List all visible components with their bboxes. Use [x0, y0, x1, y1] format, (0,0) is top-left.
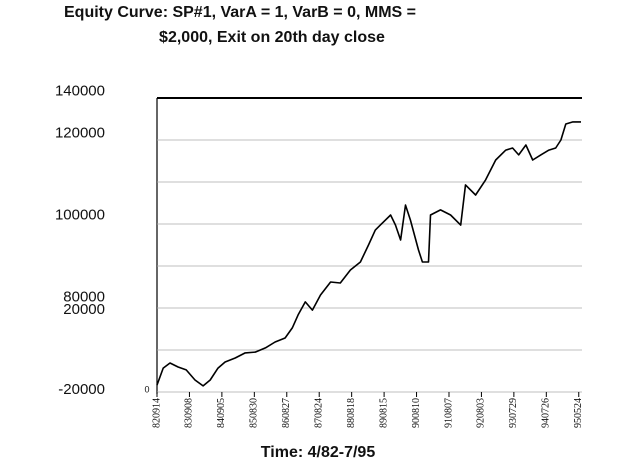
x-tick-label: 880818	[346, 398, 357, 428]
x-tick-label: 840905	[216, 398, 227, 428]
x-tick-label: 890815	[378, 398, 389, 428]
y-tick-label: 140000	[55, 83, 105, 100]
y-tick-label: -20000	[58, 381, 105, 398]
x-tick-label: 910807	[443, 398, 454, 428]
x-tick-label: 850830	[249, 398, 260, 428]
x-tick-label: 930729	[508, 398, 519, 428]
x-tick-label: 830908	[184, 398, 195, 428]
x-tick-label: 870824	[314, 398, 325, 428]
chart-title: Equity Curve: SP#1, VarA = 1, VarB = 0, …	[64, 4, 416, 21]
origin-label: 0	[144, 384, 149, 394]
x-tick-label: 820914	[151, 398, 162, 428]
x-tick-label: 920803	[476, 398, 487, 428]
x-tick-label: 940726	[541, 398, 552, 428]
x-axis-label: Time: 4/82-7/95	[261, 444, 376, 461]
y-tick-label: 120000	[55, 125, 105, 142]
y-tick-label: 100000	[55, 207, 105, 224]
y-tick-label: 20000	[63, 301, 105, 318]
equity-line	[156, 121, 581, 387]
x-tick-label: 860827	[281, 398, 292, 428]
y-tick-label: 80000	[63, 288, 105, 305]
x-tick-label: 950524	[573, 398, 584, 428]
chart-title: $2,000, Exit on 20th day close	[159, 29, 385, 46]
x-tick-label: 900810	[411, 398, 422, 428]
